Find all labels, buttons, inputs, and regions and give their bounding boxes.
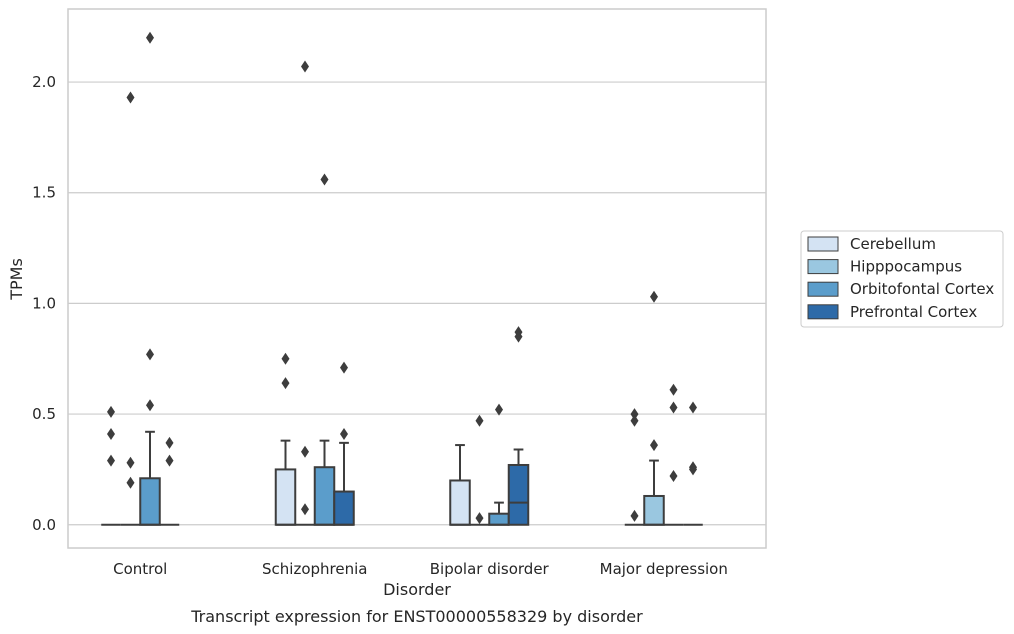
- outlier-point: [282, 377, 290, 389]
- outlier-point: [107, 455, 115, 467]
- outlier-point: [650, 439, 658, 451]
- legend-swatch: [808, 237, 838, 251]
- box-cerebellum: [625, 408, 645, 525]
- outlier-point: [476, 415, 484, 427]
- outlier-point: [107, 406, 115, 418]
- legend-swatch: [808, 305, 838, 319]
- gridlines: [68, 82, 766, 525]
- box-prefrontal-cortex: [334, 362, 354, 525]
- outlier-point: [166, 455, 174, 467]
- box-hipppocampus: [121, 92, 141, 525]
- outlier-point: [670, 384, 678, 396]
- outlier-point: [127, 477, 135, 489]
- plot-area-frame: [68, 9, 766, 548]
- box-orbitofontal-cortex: [489, 404, 509, 525]
- outlier-point: [127, 92, 135, 104]
- outlier-point: [631, 510, 639, 522]
- outlier-point: [301, 446, 309, 458]
- box-body: [334, 492, 354, 525]
- x-tick-label: Control: [113, 560, 167, 578]
- x-axis-label: Disorder: [383, 580, 451, 599]
- outlier-point: [689, 401, 697, 413]
- legend-label: Hipppocampus: [850, 258, 962, 276]
- box-hipppocampus: [644, 291, 664, 525]
- outlier-point: [340, 428, 348, 440]
- outlier-point: [670, 470, 678, 482]
- x-axis-ticks: Control Schizophrenia Bipolar disorder Majo…: [113, 560, 728, 578]
- box-orbitofontal-cortex: [664, 384, 684, 525]
- outlier-point: [631, 415, 639, 427]
- y-axis-label: TPMs: [7, 258, 26, 301]
- y-tick-label: 0.5: [32, 405, 56, 423]
- box-body: [276, 469, 296, 524]
- box-prefrontal-cortex: [683, 401, 703, 524]
- y-tick-label: 0.0: [32, 516, 56, 534]
- box-body: [509, 465, 529, 525]
- legend-swatch: [808, 282, 838, 296]
- chart-caption: Transcript expression for ENST0000055832…: [190, 607, 643, 626]
- y-tick-label: 2.0: [32, 73, 56, 91]
- box-hipppocampus: [470, 415, 490, 525]
- outlier-point: [340, 362, 348, 374]
- box-body: [315, 467, 335, 525]
- y-tick-label: 1.0: [32, 294, 56, 312]
- legend-label: Prefrontal Cortex: [850, 303, 977, 321]
- outlier-point: [146, 32, 154, 44]
- box-orbitofontal-cortex: [140, 32, 160, 525]
- outlier-point: [166, 437, 174, 449]
- outlier-point: [146, 348, 154, 360]
- x-tick-label: Bipolar disorder: [430, 560, 550, 578]
- y-axis-ticks: 0.0 0.5 1.0 1.5 2.0: [32, 73, 56, 534]
- legend-swatch: [808, 260, 838, 274]
- legend-label: Orbitofontal Cortex: [850, 280, 994, 298]
- outlier-point: [321, 173, 329, 185]
- outlier-point: [301, 61, 309, 73]
- outlier-point: [650, 291, 658, 303]
- outlier-point: [301, 503, 309, 515]
- box-cerebellum: [101, 406, 121, 525]
- box-body: [489, 514, 509, 525]
- box-prefrontal-cortex: [160, 437, 180, 525]
- box-orbitofontal-cortex: [315, 173, 335, 524]
- outlier-point: [146, 399, 154, 411]
- box-series: [101, 32, 703, 525]
- box-body: [450, 480, 470, 524]
- legend-label: Cerebellum: [850, 235, 936, 253]
- outlier-point: [670, 401, 678, 413]
- outlier-point: [476, 512, 484, 524]
- box-cerebellum: [276, 353, 296, 525]
- x-tick-label: Major depression: [600, 560, 728, 578]
- box-cerebellum: [450, 445, 470, 525]
- box-body: [140, 478, 160, 524]
- box-prefrontal-cortex: [509, 326, 529, 525]
- outlier-point: [107, 428, 115, 440]
- box-body: [644, 496, 664, 525]
- legend: Cerebellum Hipppocampus Orbitofontal Corte…: [801, 231, 1003, 327]
- outlier-point: [689, 463, 697, 475]
- x-tick-label: Schizophrenia: [262, 560, 367, 578]
- y-tick-label: 1.5: [32, 184, 56, 202]
- outlier-point: [127, 457, 135, 469]
- outlier-point: [282, 353, 290, 365]
- box-hipppocampus: [295, 61, 315, 525]
- box-plot-chart: 0.0 0.5 1.0 1.5 2.0 Control Schizophrenia Bipo…: [0, 0, 1014, 634]
